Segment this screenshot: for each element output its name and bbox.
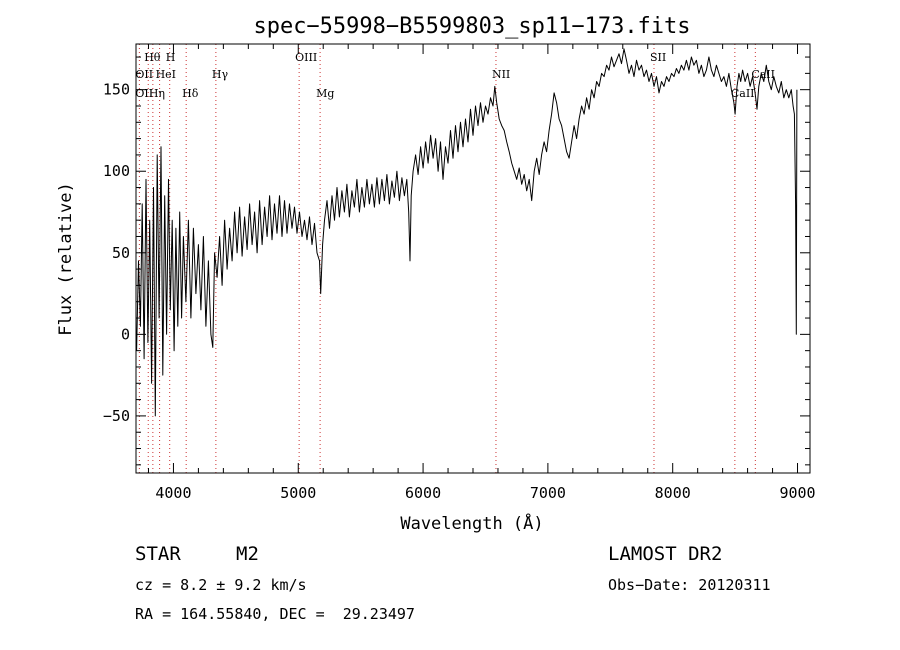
spectral-line-label: HeI [156, 68, 176, 81]
spectrum-series [137, 49, 797, 416]
object-subclass: M2 [236, 543, 259, 565]
obs-date-text: Obs−Date: 20120311 [608, 576, 771, 594]
y-tick-label: 100 [103, 162, 130, 180]
x-tick-label: 7000 [530, 484, 566, 502]
x-axis-label: Wavelength (Å) [400, 512, 543, 534]
spectral-line-label: Hη [149, 87, 165, 100]
coordinates-text: RA = 164.55840, DEC = 29.23497 [135, 605, 415, 623]
x-tick-label: 9000 [779, 484, 815, 502]
spectral-line-label: Hγ [212, 68, 229, 81]
y-tick-label: 0 [121, 325, 130, 343]
y-tick-label: 50 [112, 244, 130, 262]
spectral-line-label: SII [650, 51, 666, 64]
x-tick-label: 6000 [405, 484, 441, 502]
chart-title: spec−55998−B5599803_sp11−173.fits [253, 14, 690, 39]
x-tick-label: 4000 [155, 484, 191, 502]
redshift-text: cz = 8.2 ± 9.2 km/s [135, 576, 307, 594]
plot-frame [136, 44, 810, 473]
spectrum-line [137, 49, 797, 416]
y-axis: −50 0 50 100 150 [103, 57, 810, 465]
spectral-line-label: Hδ [182, 87, 199, 100]
survey-name: LAMOST DR2 [608, 543, 722, 565]
spectral-line-label: CaII [731, 87, 755, 100]
spectral-line-label: Hθ [144, 51, 161, 64]
x-tick-label: 5000 [280, 484, 316, 502]
y-tick-label: −50 [103, 407, 130, 425]
y-axis-label: Flux (relative) [56, 182, 76, 336]
spectral-line-label: OII [135, 68, 153, 81]
spectral-line-label: NII [492, 68, 510, 81]
x-tick-label: 8000 [655, 484, 691, 502]
object-class: STAR [135, 543, 181, 565]
spectral-line-label: Mg [316, 87, 334, 100]
y-tick-label: 150 [103, 81, 130, 99]
